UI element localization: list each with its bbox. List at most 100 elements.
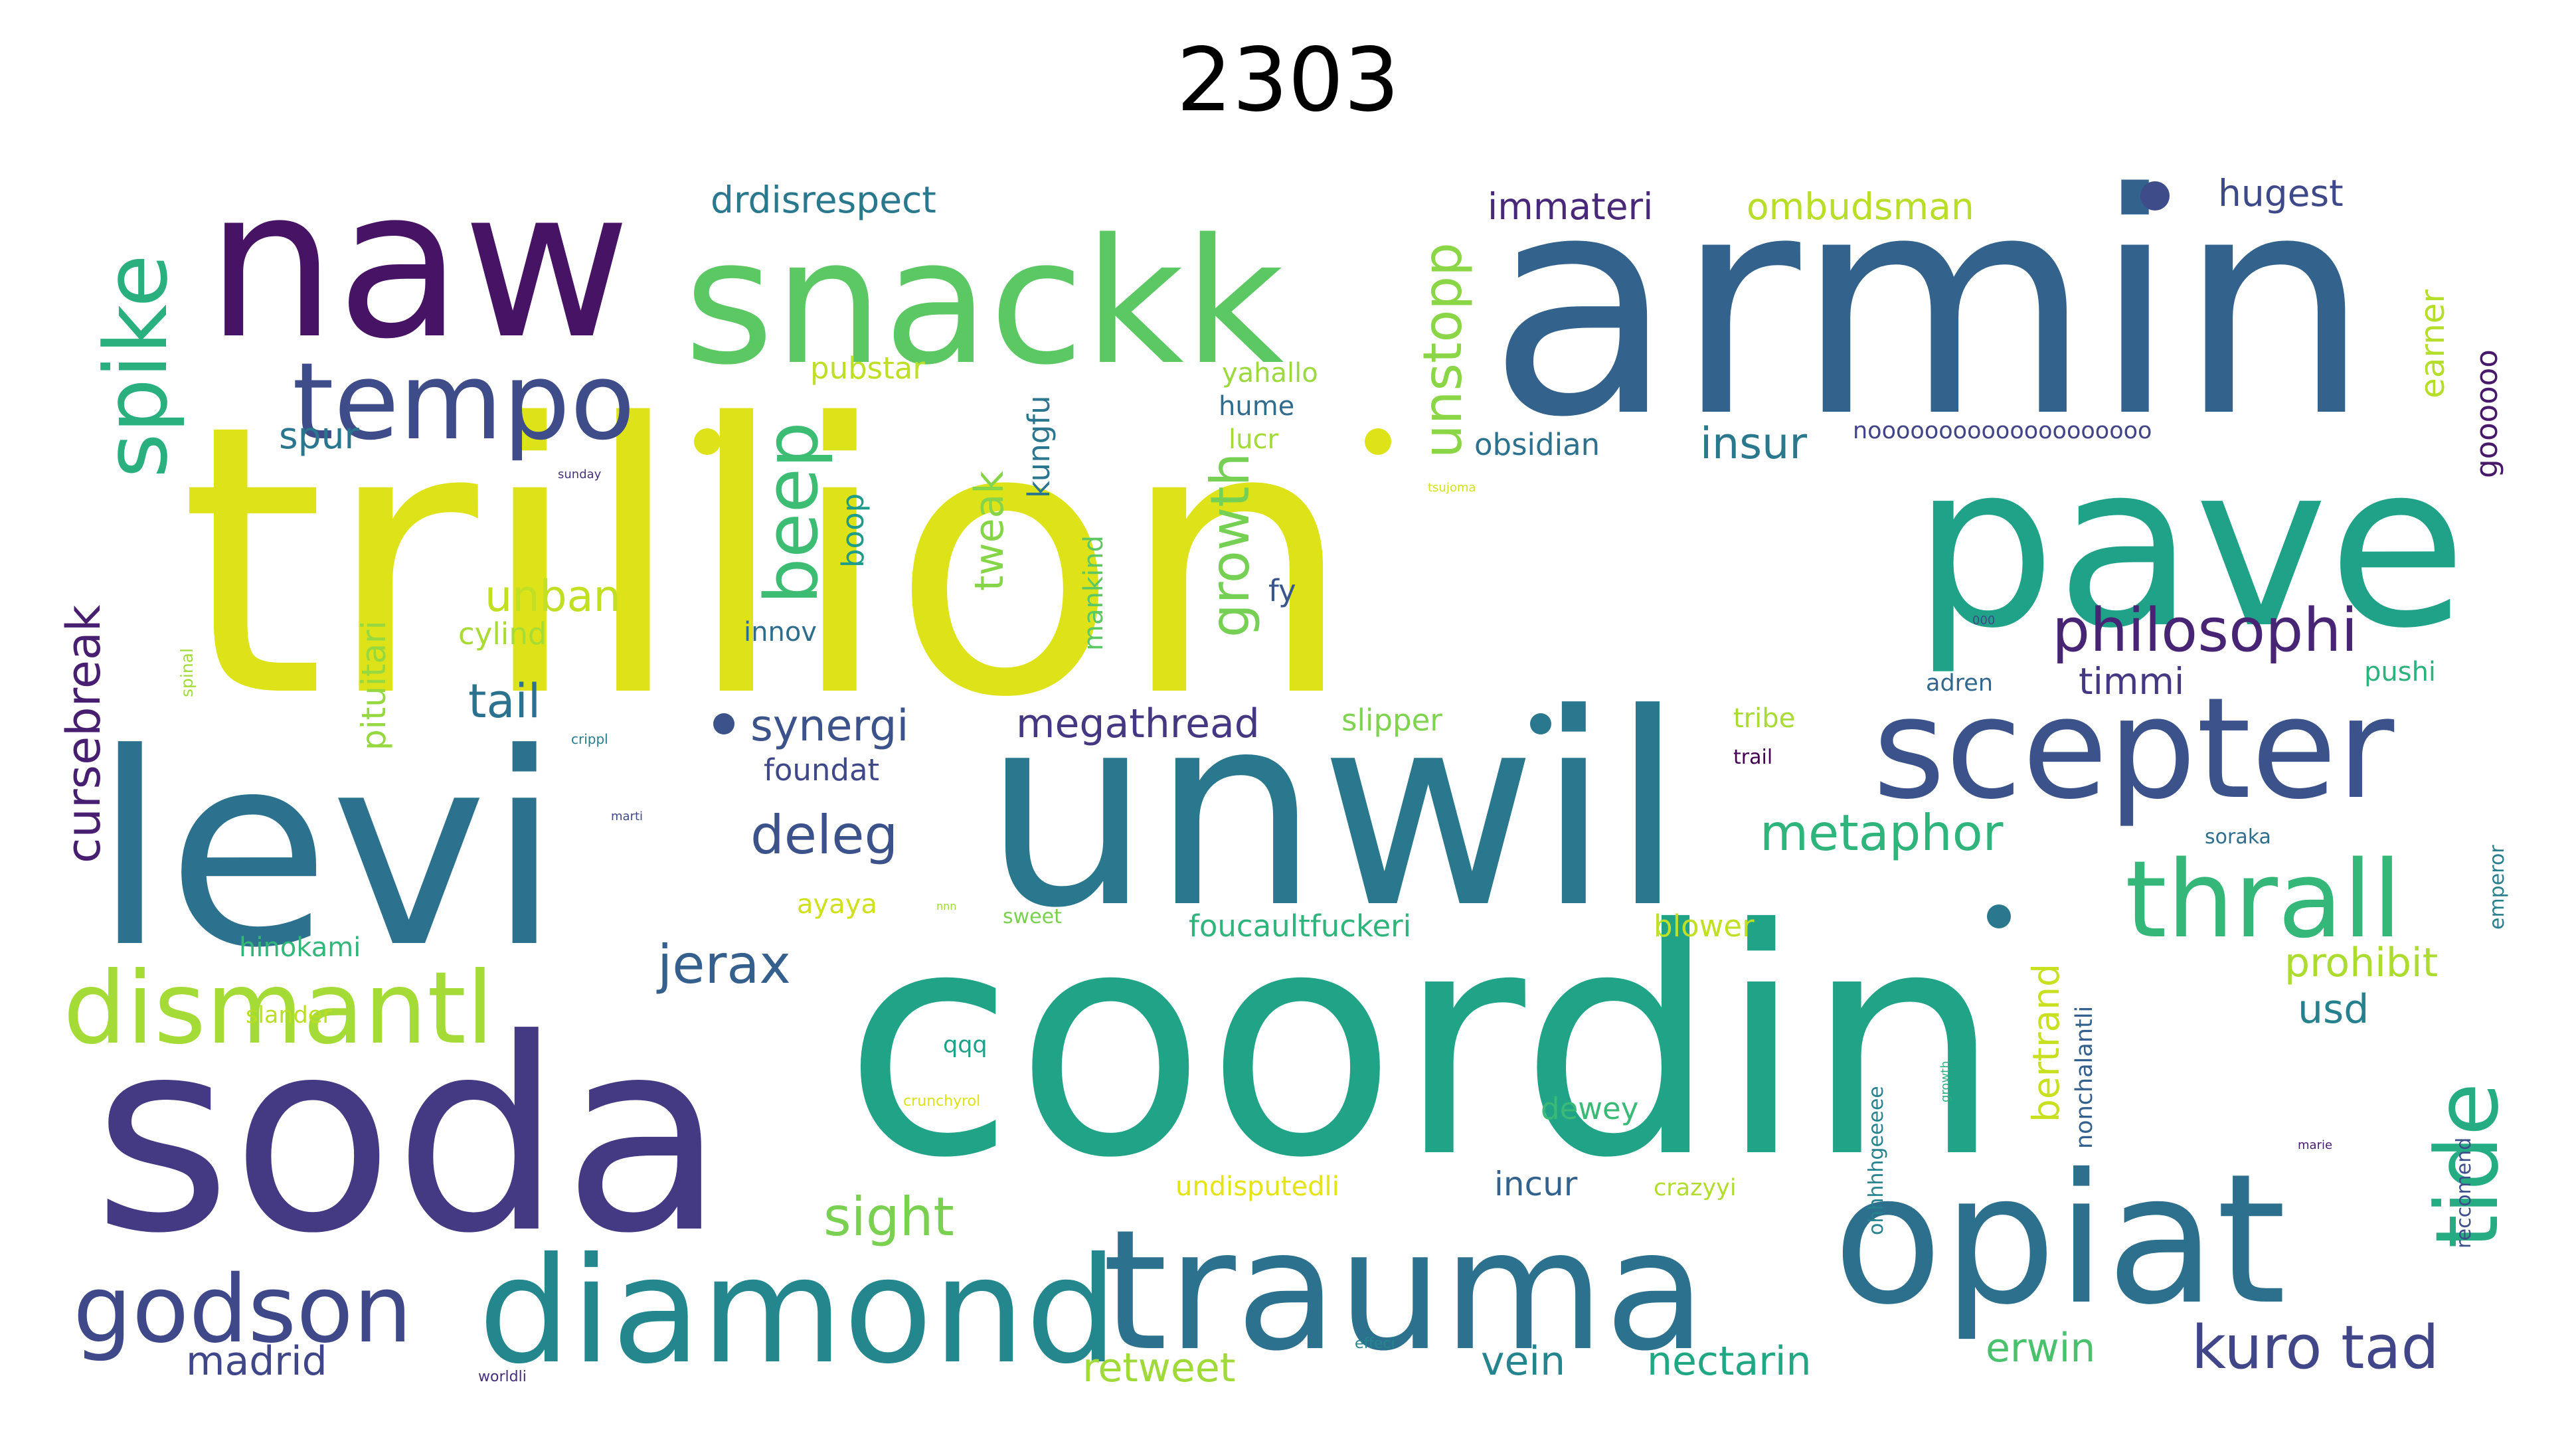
word-82: reccomend [2452, 1138, 2476, 1248]
word-53: pituitari [355, 620, 393, 750]
word-68: hinokami [239, 932, 361, 963]
word-4: levi [93, 697, 561, 1006]
word-21: kuro tad [2191, 1313, 2439, 1383]
dot-2 [1365, 428, 1391, 455]
word-56: pubstar [810, 351, 925, 386]
word-72: dewey [1541, 1091, 1638, 1126]
word-5: unwil [983, 657, 1684, 966]
word-84: noooooooooooooooooooo [1853, 418, 2152, 444]
word-57: yahallo [1222, 358, 1318, 388]
word-74: undisputedli [1175, 1171, 1339, 1202]
word-47: erwin [1986, 1325, 2095, 1371]
word-65: foundat [764, 752, 879, 788]
word-37: drdisrespect [711, 179, 936, 221]
word-77: adren [1926, 670, 1993, 697]
word-93: growth [1938, 1061, 1952, 1102]
word-18: tide [2417, 1082, 2518, 1248]
word-1: coordin [843, 863, 2002, 1226]
word-97: nnn [936, 900, 956, 912]
word-26: jerax [656, 934, 791, 995]
word-6: pave [1913, 415, 2467, 678]
word-79: soraka [2205, 825, 2271, 849]
word-91: worldli [478, 1369, 527, 1385]
word-71: qqq [943, 1032, 987, 1059]
word-49: incur [1494, 1165, 1578, 1203]
dot-4 [1530, 713, 1551, 734]
word-75: tribe [1733, 703, 1795, 734]
word-81: ohhhhhgeeeee [1865, 1086, 1888, 1235]
word-87: marti [611, 810, 643, 823]
word-15: dismantl [63, 951, 494, 1067]
word-9: opiat [1833, 1135, 2286, 1344]
word-76: trail [1733, 746, 1772, 769]
word-80: nonchalantli [2071, 1006, 2098, 1149]
word-23: unstopp [1412, 242, 1474, 458]
word-94: sunday [558, 468, 602, 481]
word-32: tweak [966, 471, 1013, 591]
word-92: marie [2298, 1138, 2332, 1152]
dot-0 [2140, 181, 2170, 211]
word-30: megathread [1016, 701, 1260, 747]
word-46: nectarin [1647, 1338, 1812, 1385]
word-12: scepter [1873, 667, 2395, 830]
word-31: prohibit [2284, 940, 2438, 986]
word-54: spur [279, 414, 359, 457]
word-67: blower [1654, 908, 1755, 944]
word-66: foucaultfuckeri [1189, 908, 1411, 944]
dot-5 [1987, 904, 2011, 928]
word-86: crippl [571, 731, 608, 747]
word-96: 000 [1972, 614, 1995, 628]
word-63: fy [1268, 573, 1296, 608]
word-90: effeci [1355, 1335, 1395, 1352]
word-13: tempo [292, 339, 635, 464]
word-14: thrall [2125, 837, 2402, 962]
word-10: trauma [1102, 1194, 1706, 1387]
word-35: timmi [2079, 660, 2184, 703]
word-89: crunchyrol [903, 1093, 980, 1110]
dot-1 [694, 428, 721, 455]
word-38: immateri [1488, 185, 1653, 228]
word-45: vein [1481, 1338, 1565, 1385]
word-43: bertrand [2025, 964, 2067, 1122]
word-88: sweet [1003, 905, 1062, 928]
word-64: slipper [1341, 703, 1442, 738]
word-17: spike [86, 254, 187, 478]
word-51: boop [835, 493, 871, 568]
word-60: cylind [458, 616, 547, 651]
word-36: insur [1700, 419, 1807, 469]
word-3: soda [93, 983, 725, 1292]
word-11: diamond [478, 1226, 1118, 1396]
word-34: tail [468, 674, 541, 728]
word-44: retweet [1082, 1345, 1235, 1391]
word-70: slander [246, 1002, 332, 1029]
word-33: unban [485, 572, 621, 622]
chart-title: 2303 [1176, 29, 1400, 131]
word-55: obsidian [1474, 427, 1600, 462]
word-78: pushi [2364, 657, 2436, 687]
word-59: lucr [1229, 424, 1278, 455]
word-85: spinal [177, 648, 197, 697]
word-61: innov [744, 617, 817, 647]
word-69: ayaya [797, 889, 877, 920]
word-25: deleg [750, 804, 898, 866]
word-40: hugest [2218, 172, 2344, 214]
word-16: godson [73, 1256, 412, 1364]
word-73: crazyyi [1654, 1175, 1737, 1201]
word-28: sight [823, 1186, 954, 1248]
word-0: trillion [179, 346, 1355, 779]
word-50: usd [2298, 986, 2369, 1033]
word-29: synergi [750, 701, 908, 751]
word-52: kungfu [1021, 395, 1057, 498]
word-41: earner [2413, 289, 2452, 398]
word-62: mankind [1078, 535, 1109, 651]
word-19: beep [749, 422, 834, 604]
word-83: emperor [2486, 845, 2509, 930]
word-24: metaphor [1760, 804, 2004, 862]
word-22: growth [1199, 453, 1261, 638]
word-42: goooooo [2469, 349, 2504, 478]
word-39: ombudsman [1747, 185, 1974, 228]
word-58: hume [1219, 391, 1294, 422]
word-95: tsujoma [1428, 481, 1476, 495]
word-2: armin [1488, 129, 2371, 484]
